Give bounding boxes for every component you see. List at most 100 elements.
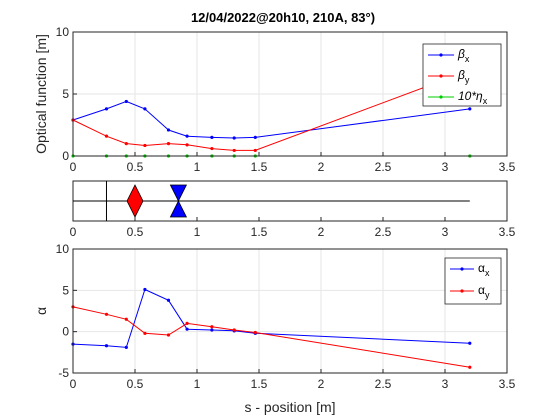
legend-alpha-x-sub: x [485, 268, 490, 278]
lattice-x-tick-label: 0 [70, 225, 77, 239]
alpha-legend: αx αy [444, 257, 502, 305]
alpha-series-x-point [185, 327, 189, 331]
legend-beta-x-main: β [457, 47, 465, 61]
beta-function-panel: 0 0.5 1 1.5 2 2.5 3 3.5 0 5 10 Optical function [… [33, 25, 516, 174]
alpha-x-tick-label: 3.5 [499, 377, 516, 391]
alpha-series-x-point [210, 328, 214, 332]
alpha-x-tick-label: 0 [70, 377, 77, 391]
beta-x-tick-label: 1 [194, 160, 201, 174]
alpha-x-tick-label: 1.5 [251, 377, 268, 391]
alpha-series-y-point [185, 321, 189, 325]
beta-x-ticks: 0 0.5 1 1.5 2 2.5 3 3.5 [70, 152, 516, 174]
beta-series-x-point [166, 128, 171, 132]
beta-series-x-point [210, 135, 214, 139]
alpha-series-y-point [143, 331, 147, 335]
beta-y-axis-label: Optical function [m] [33, 34, 49, 154]
beta-x-tick-label: 1.5 [251, 160, 268, 174]
alpha-y-ticks: -5 0 5 10 [56, 242, 77, 380]
beta-x-tick-label: 3 [442, 160, 449, 174]
beta-series-x-point [143, 107, 147, 111]
beta-series-y-line [72, 69, 470, 151]
beta-series-x-point [468, 107, 472, 111]
beta-x-tick-label: 0 [70, 160, 77, 174]
alpha-series-y-point [124, 317, 128, 321]
defocusing-quadrupole-shape [169, 184, 188, 218]
alpha-x-tick-label: 2.5 [375, 377, 392, 391]
legend-alpha-y-main: α [478, 283, 485, 297]
legend-entry-eta-x: 10*ηx [428, 89, 488, 106]
lattice-x-tick-label: 0.5 [127, 225, 144, 239]
alpha-series-y-line [72, 306, 470, 368]
beta-x-tick-label: 2 [318, 160, 325, 174]
svg-text:βx: βx [457, 47, 470, 64]
svg-text:αx: αx [478, 261, 490, 278]
beta-series-x-point [124, 99, 128, 104]
beta-series-y-point [210, 146, 214, 151]
beta-series-x-point [253, 135, 257, 139]
beta-series-y-point [166, 142, 171, 146]
legend-beta-y-main: β [457, 68, 465, 82]
legend-alpha-x-main: α [478, 261, 485, 275]
beta-x-tick-label: 0.5 [127, 160, 144, 174]
beta-series-y-point [124, 142, 128, 146]
lattice-x-tick-label: 2 [318, 225, 325, 239]
legend-entry-alpha-x: αx [450, 261, 490, 278]
alpha-y-tick-label: 10 [56, 242, 70, 256]
beta-x-tick-label: 3.5 [499, 160, 516, 174]
legend-beta-y-sub: y [465, 75, 470, 85]
alpha-axes-box [72, 248, 508, 374]
lattice-x-tick-label: 3.5 [499, 225, 516, 239]
alpha-series-x-point [166, 298, 171, 302]
svg-text:βy: βy [457, 68, 470, 85]
svg-text:10*ηx: 10*ηx [458, 89, 488, 106]
beta-series-x-line [72, 100, 470, 139]
beta-series-x-point [185, 134, 189, 138]
svg-text:αy: αy [478, 283, 490, 300]
lattice-x-tick-label: 1.5 [251, 225, 268, 239]
lattice-x-tick-label: 3 [442, 225, 449, 239]
legend-beta-x-sub: x [465, 54, 470, 64]
alpha-x-tick-label: 3 [442, 377, 449, 391]
lattice-x-ticks: 0 0.5 1 1.5 2 2.5 3 3.5 [70, 217, 516, 239]
alpha-x-tick-label: 2 [318, 377, 325, 391]
alpha-series-x-point [104, 344, 109, 348]
alpha-series-y-point [166, 333, 171, 337]
alpha-series-y-point [232, 328, 236, 332]
alpha-y-tick-label: -5 [58, 366, 69, 380]
alpha-series-y-point [253, 330, 257, 335]
alpha-x-tick-label: 0.5 [127, 377, 144, 391]
beta-y-ticks: 0 5 10 [56, 25, 77, 163]
alpha-function-panel: 0 0.5 1 1.5 2 2.5 3 3.5 -50 5 10 α s - position [… [33, 242, 516, 415]
figure-title: 12/04/2022@20h10, 210A, 83°) [191, 10, 375, 25]
legend-entry-beta-x: βx [428, 47, 470, 64]
beta-series-x-point [232, 136, 236, 140]
beta-y-tick-label: 0 [62, 149, 69, 163]
alpha-x-tick-label: 1 [194, 377, 201, 391]
legend-eta-x-sub: x [483, 96, 488, 106]
alpha-y-axis-label: α [33, 307, 49, 315]
alpha-series-x-point [468, 341, 472, 345]
legend-alpha-y-sub: y [485, 290, 490, 300]
beta-series-x-point [104, 107, 109, 111]
alpha-series-y-point [104, 312, 109, 316]
x-axis-label: s - position [m] [244, 399, 335, 415]
beta-y-tick-label: 5 [62, 87, 69, 101]
beta-series-y-point [253, 148, 257, 153]
alpha-series-y-point [210, 325, 214, 329]
beta-x-tick-label: 2.5 [375, 160, 392, 174]
beta-series-y-point [143, 143, 147, 148]
alpha-series-x-point [143, 287, 147, 292]
alpha-x-ticks: 0 0.5 1 1.5 2 2.5 3 3.5 [70, 369, 516, 391]
beta-legend: βx βy 10*ηx [422, 43, 502, 107]
beta-series-y-point [185, 143, 189, 147]
lattice-x-tick-label: 2.5 [375, 225, 392, 239]
alpha-series-x-point [124, 345, 128, 349]
alpha-series-x-line [72, 288, 470, 348]
lattice-x-tick-label: 1 [194, 225, 201, 239]
alpha-y-tick-label: 5 [62, 283, 69, 297]
legend-entry-beta-y: βy [428, 68, 470, 85]
alpha-series-group [71, 287, 472, 369]
beta-y-tick-label: 10 [56, 25, 70, 39]
lattice-elements [73, 181, 470, 221]
